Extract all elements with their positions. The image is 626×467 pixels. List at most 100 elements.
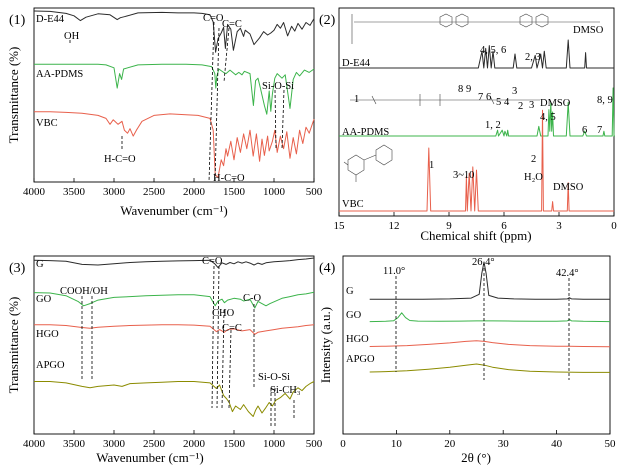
series-line-apgo	[369, 363, 610, 373]
series-line-d-e44	[339, 39, 614, 69]
panel-1-marker-line	[214, 27, 220, 183]
series-line-g	[369, 261, 610, 300]
panel-4: 0 10 20 30 40 50 (4) Intensity (a.u.) 2θ (°) …	[318, 255, 617, 465]
series-line-g	[33, 257, 315, 269]
x-tick-label: 2000	[183, 186, 206, 198]
panel-1-annotation: H-C=O	[213, 173, 245, 184]
panel-2-annotation: DMSO	[553, 182, 584, 193]
x-tick-label: 3000	[103, 438, 126, 450]
x-tick-label: 0	[340, 438, 346, 450]
panel-3-annotation: C=O	[202, 256, 223, 267]
x-tick-label: 1500	[223, 438, 246, 450]
series-line-aa-pdms	[34, 63, 315, 115]
panel-2-annotation: H₂O	[524, 172, 543, 183]
panel-3-label: (3)	[9, 261, 26, 276]
panel-2-label: (2)	[319, 13, 336, 28]
x-tick-label: 2500	[143, 438, 166, 450]
panel-2-annotation: 8, 9	[597, 95, 613, 106]
panel-2-annotation: 1	[429, 160, 434, 171]
panel-3-marker-line	[211, 265, 215, 409]
x-tick-label: 0	[611, 220, 617, 232]
panel-1-marker-line	[223, 27, 230, 83]
panel-2-series-label-vbc: VBC	[342, 199, 364, 210]
panel-3-marker-line	[216, 265, 220, 409]
panel-2-annotation: DMSO	[573, 25, 604, 36]
series-line-apgo	[34, 381, 315, 417]
x-tick-label: 12	[389, 220, 400, 232]
x-tick-label: 10	[391, 438, 403, 450]
panel-2-annotation: 4	[504, 97, 510, 108]
series-line-aa-pdms	[339, 87, 615, 137]
panel-2-xlabel: Chemical shift (ppm)	[420, 228, 531, 243]
panel-2-annotation: 7	[597, 125, 602, 136]
panel-1-annotation: C=O	[203, 13, 224, 24]
x-tick-label: 3500	[63, 186, 86, 198]
panel-3-annotation: C-O	[243, 293, 262, 304]
x-tick-label: 20	[444, 438, 456, 450]
panel-4-annotation: 11.0°	[383, 266, 405, 277]
panel-3-xlabel: Wavenumber (cm⁻¹)	[96, 450, 204, 465]
panel-2-annotation: 1, 2	[485, 120, 501, 131]
structure-vbc	[343, 144, 393, 182]
panel-3-annotation: C=C	[222, 323, 242, 334]
panel-4-xlabel: 2θ (°)	[461, 450, 491, 465]
panel-2-annotation: 1	[354, 94, 359, 105]
panel-2-annotation: 7	[478, 92, 483, 103]
panel-3-ylabel: Transmittance (%)	[6, 297, 21, 394]
panel-2-annotation: 5	[496, 97, 501, 108]
panel-2-annotation: 3	[512, 86, 517, 97]
series-line-d-e44	[33, 10, 315, 53]
panel-4-annotation: 26.4°	[472, 257, 495, 268]
panel-1-series-label-vbc: VBC	[36, 118, 58, 129]
panel-1-annotation: C=C	[222, 19, 242, 30]
panel-3-annotation: CHO	[212, 308, 235, 319]
panel-1-ylabel: Transmittance (%)	[6, 47, 21, 144]
panel-3-annotation: Si-O-Si	[258, 372, 290, 383]
x-tick-label: 500	[306, 186, 323, 198]
x-tick-label: 50	[605, 438, 617, 450]
panel-2-series-label-d-e44: D-E44	[342, 58, 371, 69]
series-line-go	[33, 291, 315, 309]
x-tick-label: 3000	[103, 186, 126, 198]
panel-4-series-label-hgo: HGO	[346, 334, 369, 345]
panel-2-annotation: DMSO	[540, 98, 571, 109]
panel-2-annotation: 4, 5	[540, 112, 556, 123]
panel-2-annotation: 2	[518, 101, 523, 112]
series-line-hgo	[369, 340, 611, 348]
panel-4-label: (4)	[319, 261, 336, 276]
panel-2-series-label-aa-pdms: AA-PDMS	[342, 127, 389, 138]
panel-4-frame	[342, 255, 611, 435]
x-tick-label: 3	[556, 220, 562, 232]
panel-2: 15 12 9 6 3 0 (2) Chemical shift (ppm) D-E44 …	[319, 7, 617, 243]
panel-1-series-label-aa-pdms: AA-PDMS	[36, 69, 83, 80]
panel-2-annotation: 3	[529, 100, 534, 111]
panel-2-annotation: 3~10	[453, 170, 474, 181]
panel-3-series-label-g: G	[36, 259, 44, 270]
panel-1-label: (1)	[9, 13, 26, 28]
structure-aa-pdms	[350, 94, 540, 106]
panel-2-annotation: 6	[582, 125, 587, 136]
panel-4-series-label-go: GO	[346, 310, 362, 321]
series-line-vbc	[34, 111, 315, 179]
panel-3-series-label-hgo: HGO	[36, 329, 59, 340]
panel-4-series-label-g: G	[346, 286, 354, 297]
panel-1-annotation: OH	[64, 31, 80, 42]
panel-4-series-label-apgo: APGO	[346, 354, 375, 365]
x-tick-label: 15	[334, 220, 346, 232]
x-tick-label: 500	[306, 438, 323, 450]
x-tick-label: 40	[551, 438, 563, 450]
panel-4-annotation: 42.4°	[556, 268, 579, 279]
x-tick-label: 2500	[143, 186, 166, 198]
x-tick-label: 4000	[23, 186, 46, 198]
panel-2-annotation: 6	[486, 92, 491, 103]
x-tick-label: 1000	[263, 186, 286, 198]
panel-2-annotation: 9	[466, 84, 471, 95]
panel-3-frame	[33, 255, 315, 435]
x-tick-label: 6	[501, 220, 507, 232]
panel-1-series-label-d-e44: D-E44	[36, 14, 65, 25]
panel-3-series-label-go: GO	[36, 294, 52, 305]
panel-3: 4000 3500 3000 2500 2000 1500 1000 500 (3) Tran…	[6, 255, 323, 465]
panel-1: 4000 3500 3000 2500 2000 1500 1000 500 (1) Tran…	[6, 7, 323, 218]
x-tick-label: 1000	[263, 438, 286, 450]
